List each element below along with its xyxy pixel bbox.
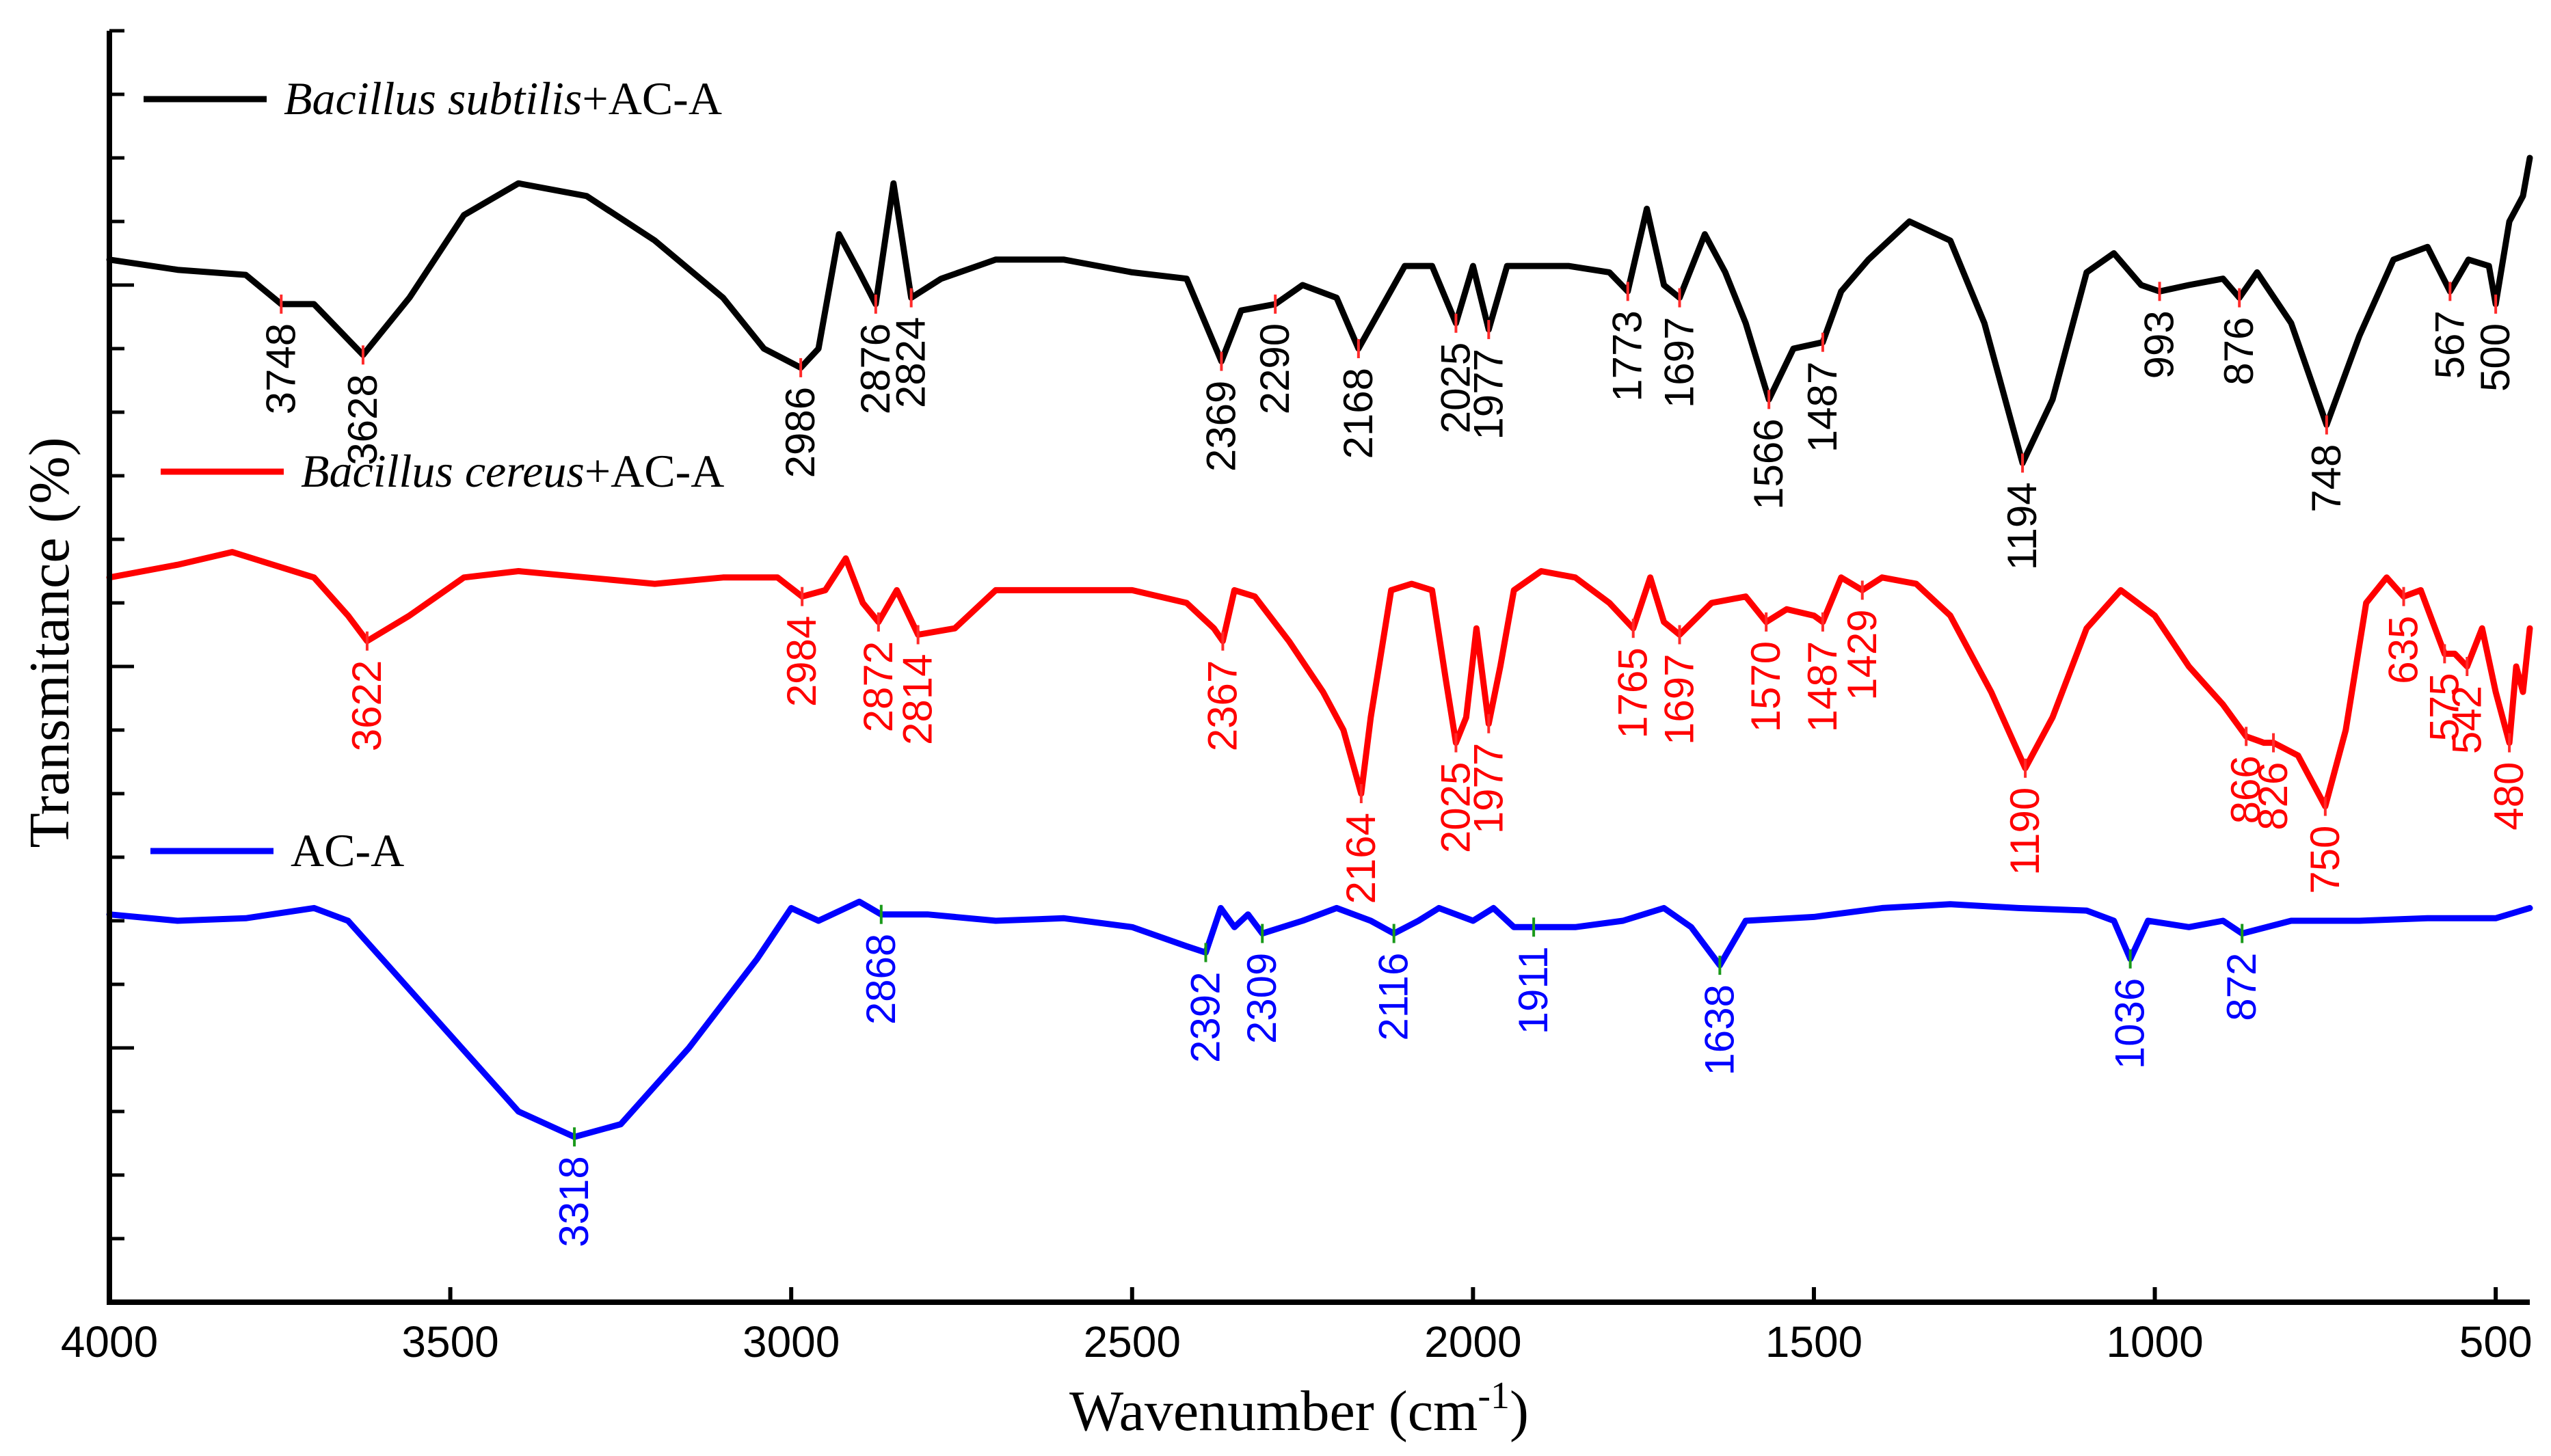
- series-line-ac-a: [106, 898, 2533, 1140]
- peak-label-bacillus-subtilis-ac-a-993: 993: [2137, 310, 2182, 379]
- peak-label-bacillus-cereus-ac-a-866: 866: [2223, 755, 2269, 824]
- peak-label-bacillus-subtilis-ac-a-3628: 3628: [340, 374, 386, 465]
- peak-label-bacillus-subtilis-ac-a-3748: 3748: [258, 323, 304, 414]
- peak-label-bacillus-subtilis-ac-a-2025: 2025: [1432, 342, 1478, 433]
- peak-label-bacillus-cereus-ac-a-2814: 2814: [895, 654, 941, 745]
- peak-label-bacillus-cereus-ac-a-1977: 1977: [1465, 743, 1511, 834]
- peak-label-bacillus-subtilis-ac-a-1566: 1566: [1746, 418, 1791, 509]
- x-tick-label-2500: 2500: [1084, 1317, 1181, 1366]
- peak-label-bacillus-cereus-ac-a-1570: 1570: [1743, 641, 1789, 732]
- peak-label-bacillus-cereus-ac-a-635: 635: [2381, 616, 2427, 684]
- peak-label-bacillus-subtilis-ac-a-500: 500: [2472, 323, 2518, 392]
- y-axis-title: Transmitance (%): [18, 437, 81, 848]
- peak-label-bacillus-subtilis-ac-a-1487: 1487: [1800, 362, 1845, 453]
- peak-label-bacillus-cereus-ac-a-480: 480: [2486, 762, 2532, 831]
- series-line-bacillus-subtilis-ac-a: [106, 154, 2533, 466]
- peak-label-ac-a-1911: 1911: [1510, 946, 1556, 1034]
- peak-label-bacillus-cereus-ac-a-2025: 2025: [1432, 762, 1478, 853]
- peak-label-bacillus-subtilis-ac-a-2824: 2824: [888, 317, 934, 408]
- peak-label-ac-a-3318: 3318: [551, 1156, 597, 1247]
- peak-label-ac-a-2309: 2309: [1239, 953, 1285, 1044]
- x-axis-title: Wavenumber (cm-1): [1069, 1375, 1529, 1443]
- peak-label-bacillus-cereus-ac-a-2872: 2872: [855, 641, 901, 732]
- peak-label-bacillus-subtilis-ac-a-2369: 2369: [1198, 381, 1244, 472]
- peak-label-bacillus-cereus-ac-a-1190: 1190: [2002, 787, 2048, 876]
- x-tick-label-4000: 4000: [61, 1317, 158, 1366]
- peak-label-bacillus-cereus-ac-a-2984: 2984: [779, 616, 825, 707]
- peak-label-bacillus-cereus-ac-a-3622: 3622: [344, 660, 390, 751]
- peak-label-bacillus-cereus-ac-a-1765: 1765: [1610, 647, 1656, 738]
- peak-label-bacillus-cereus-ac-a-2367: 2367: [1199, 660, 1245, 751]
- series-layer: [106, 154, 2533, 1140]
- peak-label-bacillus-subtilis-ac-a-2986: 2986: [777, 387, 823, 478]
- peak-label-bacillus-cereus-ac-a-1429: 1429: [1839, 609, 1885, 700]
- peak-label-ac-a-2116: 2116: [1371, 953, 1417, 1041]
- legend-label-bacillus-subtilis-ac-a: Bacillus subtilis+AC-A: [284, 72, 722, 124]
- legend-label-ac-a: AC-A: [291, 824, 404, 876]
- axes-layer: 4000 3500 3000 2500 2000 1500 1000 500: [61, 29, 2533, 1366]
- x-tick-label-3000: 3000: [743, 1317, 840, 1366]
- peak-label-bacillus-cereus-ac-a-1487: 1487: [1800, 641, 1845, 732]
- peak-label-bacillus-subtilis-ac-a-876: 876: [2216, 317, 2262, 386]
- legend-label-bacillus-cereus-ac-a: Bacillus cereus+AC-A: [301, 445, 724, 497]
- peak-label-bacillus-subtilis-ac-a-748: 748: [2303, 444, 2349, 513]
- peak-label-bacillus-cereus-ac-a-2164: 2164: [1338, 813, 1384, 904]
- x-tick-label-3500: 3500: [401, 1317, 498, 1366]
- peak-label-ac-a-2392: 2392: [1183, 972, 1229, 1063]
- peak-label-bacillus-subtilis-ac-a-1773: 1773: [1605, 310, 1651, 401]
- legend-suffix-bacillus-subtilis-ac-a: +AC-A: [582, 72, 722, 124]
- peak-label-ac-a-1638: 1638: [1696, 984, 1742, 1075]
- peak-label-ac-a-1036: 1036: [2107, 978, 2153, 1069]
- legend-suffix-bacillus-cereus-ac-a: +AC-A: [585, 445, 725, 497]
- peak-label-bacillus-subtilis-ac-a-2876: 2876: [853, 323, 898, 414]
- peak-label-bacillus-subtilis-ac-a-1977: 1977: [1465, 349, 1511, 440]
- x-tick-label-1000: 1000: [2106, 1317, 2203, 1366]
- peak-label-ac-a-872: 872: [2219, 953, 2265, 1021]
- peak-label-bacillus-cereus-ac-a-750: 750: [2302, 826, 2348, 894]
- peak-label-bacillus-subtilis-ac-a-2168: 2168: [1335, 368, 1381, 459]
- peak-label-bacillus-cereus-ac-a-1697: 1697: [1657, 654, 1702, 745]
- peak-label-bacillus-subtilis-ac-a-1194: 1194: [1999, 482, 2045, 570]
- peak-label-bacillus-cereus-ac-a-826: 826: [2250, 762, 2296, 831]
- peak-label-bacillus-cereus-ac-a-575: 575: [2421, 673, 2467, 741]
- legend-suffix-ac-a: AC-A: [291, 824, 404, 876]
- x-tick-label-2000: 2000: [1424, 1317, 1521, 1366]
- legend-italic-bacillus-cereus-ac-a: Bacillus cereus: [301, 445, 585, 497]
- legend-italic-bacillus-subtilis-ac-a: Bacillus subtilis: [284, 72, 582, 124]
- peak-label-bacillus-subtilis-ac-a-1697: 1697: [1657, 317, 1702, 408]
- peak-label-bacillus-cereus-ac-a-542: 542: [2444, 686, 2489, 754]
- series-line-bacillus-cereus-ac-a: [106, 549, 2533, 810]
- x-tick-label-1500: 1500: [1765, 1317, 1862, 1366]
- peak-label-bacillus-subtilis-ac-a-567: 567: [2427, 310, 2472, 379]
- peak-label-ac-a-2868: 2868: [858, 934, 904, 1025]
- peak-label-bacillus-subtilis-ac-a-2290: 2290: [1252, 323, 1298, 414]
- x-tick-label-500: 500: [2459, 1317, 2533, 1366]
